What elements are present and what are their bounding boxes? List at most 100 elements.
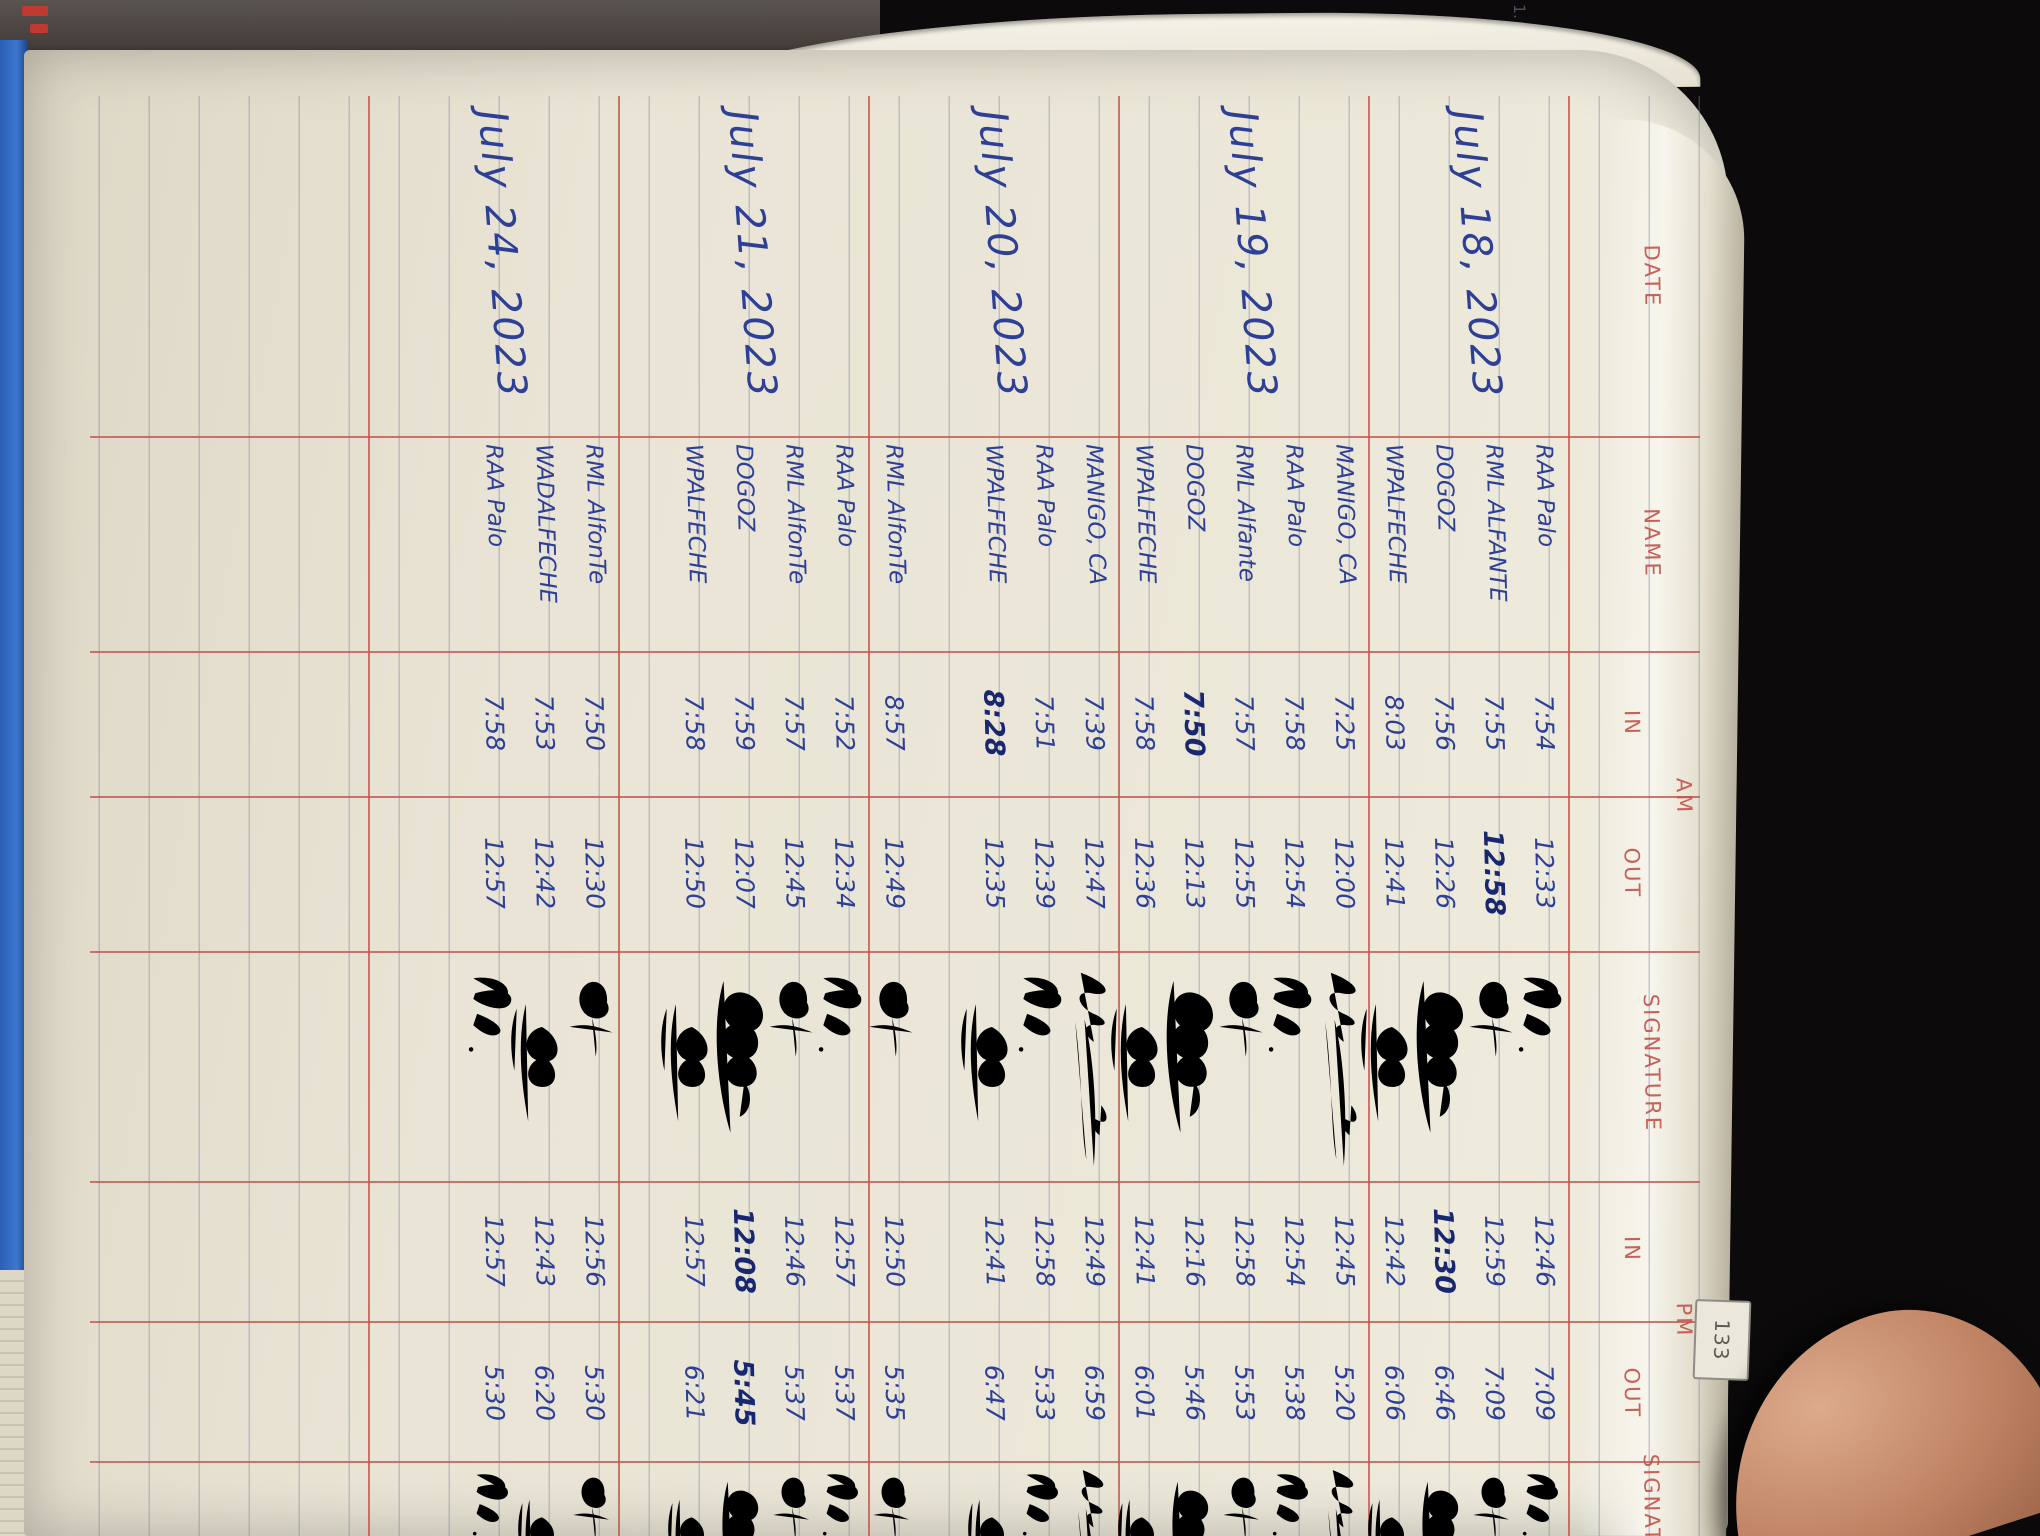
signature-scribble <box>1268 977 1312 1052</box>
cell-pm-in: 12:57 <box>829 1214 860 1288</box>
cell-am-in: 7:51 <box>1029 694 1060 752</box>
page-number-box: 133 <box>1692 1299 1752 1381</box>
cell-am-in: 7:58 <box>1279 694 1310 752</box>
red-book-edge-mark <box>22 6 48 16</box>
signature-scribble <box>822 1474 858 1536</box>
cell-pm-out: 6:47 <box>979 1364 1010 1422</box>
cell-pm-out: 5:37 <box>779 1364 810 1422</box>
header-am: AM <box>1671 777 1697 815</box>
cell-pm-in: 12:56 <box>579 1214 610 1288</box>
cell-am-out: 12:41 <box>1379 836 1410 910</box>
signature-scribble <box>468 977 512 1052</box>
cell-am-in: 7:39 <box>1079 694 1110 752</box>
signature-scribble <box>472 1474 508 1536</box>
cell-pm-out: 5:33 <box>1029 1364 1060 1422</box>
row-line <box>1568 96 1570 1536</box>
cell-pm-out: 5:38 <box>1279 1364 1310 1422</box>
cell-pm-out: 5:53 <box>1229 1364 1260 1422</box>
column-line <box>90 436 1700 438</box>
cell-am-in: 7:25 <box>1329 694 1360 752</box>
cell-am-in: 7:50 <box>1177 689 1210 757</box>
red-book-edge-mark <box>30 24 48 33</box>
cell-name: RAA Palo <box>480 443 510 548</box>
signature-scribble <box>818 977 862 1052</box>
cell-name: WPALFECHE <box>1380 443 1411 584</box>
cell-am-in: 7:56 <box>1429 694 1460 752</box>
row-line <box>368 96 370 1536</box>
cell-am-out: 12:49 <box>879 836 910 910</box>
cell-name: RML Alfante <box>1230 443 1260 583</box>
cell-am-out: 12:35 <box>979 836 1010 910</box>
cell-am-out: 12:36 <box>1129 836 1160 910</box>
date-label: July 21, 2023 <box>718 108 786 401</box>
cell-am-in: 7:59 <box>729 694 760 752</box>
signature-scribble <box>668 1488 716 1536</box>
header-signature-pm: SIGNATURE <box>1638 1453 1666 1536</box>
header-signature-am: SIGNATURE <box>1638 993 1666 1133</box>
signature-scribble <box>1518 977 1562 1052</box>
cell-pm-out: 5:35 <box>879 1364 910 1422</box>
cell-am-out: 12:54 <box>1279 836 1310 910</box>
cell-name: RAA Palo <box>1030 443 1060 548</box>
cell-name: MANIGO, CA <box>1330 443 1361 586</box>
date-label: July 20, 2023 <box>968 108 1036 401</box>
cell-am-in: 7:54 <box>1529 694 1560 752</box>
cell-am-in: 8:28 <box>977 689 1010 757</box>
header-pm-in: IN <box>1619 1235 1645 1263</box>
cell-am-in: 8:03 <box>1379 694 1410 752</box>
signature-scribble <box>1522 1474 1558 1536</box>
cell-am-out: 12:34 <box>829 836 860 910</box>
cell-am-in: 7:57 <box>1229 694 1260 752</box>
signature-scribble <box>1272 1474 1308 1536</box>
cell-pm-in: 12:46 <box>1529 1214 1560 1288</box>
cell-pm-out: 6:01 <box>1129 1364 1160 1422</box>
cell-pm-out: 7:09 <box>1479 1364 1510 1422</box>
cell-pm-in: 12:49 <box>1079 1214 1110 1288</box>
cell-pm-out: 7:09 <box>1529 1364 1560 1422</box>
cell-pm-out: 6:46 <box>1429 1364 1460 1422</box>
cell-pm-out: 6:59 <box>1079 1364 1110 1422</box>
cell-name: WPALFECHE <box>980 443 1011 584</box>
cell-pm-out: 5:45 <box>727 1359 760 1427</box>
cell-am-in: 7:58 <box>1129 694 1160 752</box>
cell-pm-out: 5:20 <box>1329 1364 1360 1422</box>
cell-pm-in: 12:58 <box>1229 1214 1260 1288</box>
cell-pm-in: 12:57 <box>479 1214 510 1288</box>
cell-name: RAA Palo <box>1530 443 1560 548</box>
cell-am-out: 12:26 <box>1429 836 1460 910</box>
cell-am-out: 12:57 <box>479 836 510 910</box>
cell-name: RML ALFANTE <box>1480 443 1511 603</box>
cell-name: WADALFECHE <box>530 443 561 604</box>
header-date: DATE <box>1639 244 1665 308</box>
row-line <box>618 96 620 1536</box>
corner-pen-mark: 1. <box>1510 3 1530 20</box>
cell-am-out: 12:00 <box>1329 836 1360 910</box>
cell-name: RAA Palo <box>830 443 860 548</box>
cell-am-in: 7:58 <box>479 694 510 752</box>
signature-scribble <box>873 1477 909 1536</box>
cell-pm-in: 12:58 <box>1029 1214 1060 1288</box>
cell-am-in: 7:58 <box>679 694 710 752</box>
cell-pm-out: 6:06 <box>1379 1364 1410 1422</box>
signature-scribble <box>1075 972 1107 1166</box>
cell-am-in: 7:50 <box>579 694 610 752</box>
cell-am-out: 12:07 <box>729 836 760 910</box>
header-name: NAME <box>1639 508 1665 578</box>
cell-am-out: 12:50 <box>679 836 710 910</box>
cell-pm-in: 12:45 <box>1329 1214 1360 1288</box>
cell-name: WPALFECHE <box>1130 443 1161 584</box>
cell-am-out: 12:47 <box>1079 836 1110 910</box>
cell-name: MANIGO, CA <box>1080 443 1111 586</box>
notebook-cover-edge <box>0 40 28 1310</box>
cell-pm-out: 5:30 <box>579 1364 610 1422</box>
cell-name: DOGOZ <box>730 443 759 532</box>
signature-scribble <box>1325 972 1357 1166</box>
cell-am-out: 12:42 <box>529 836 560 910</box>
cell-am-in: 7:55 <box>1479 694 1510 752</box>
cell-name: RML AlfonTe <box>580 443 611 585</box>
cell-am-out: 12:39 <box>1029 836 1060 910</box>
cell-name: RAA Palo <box>1280 443 1310 548</box>
row-line <box>1368 96 1370 1536</box>
cell-am-out: 12:30 <box>579 836 610 910</box>
